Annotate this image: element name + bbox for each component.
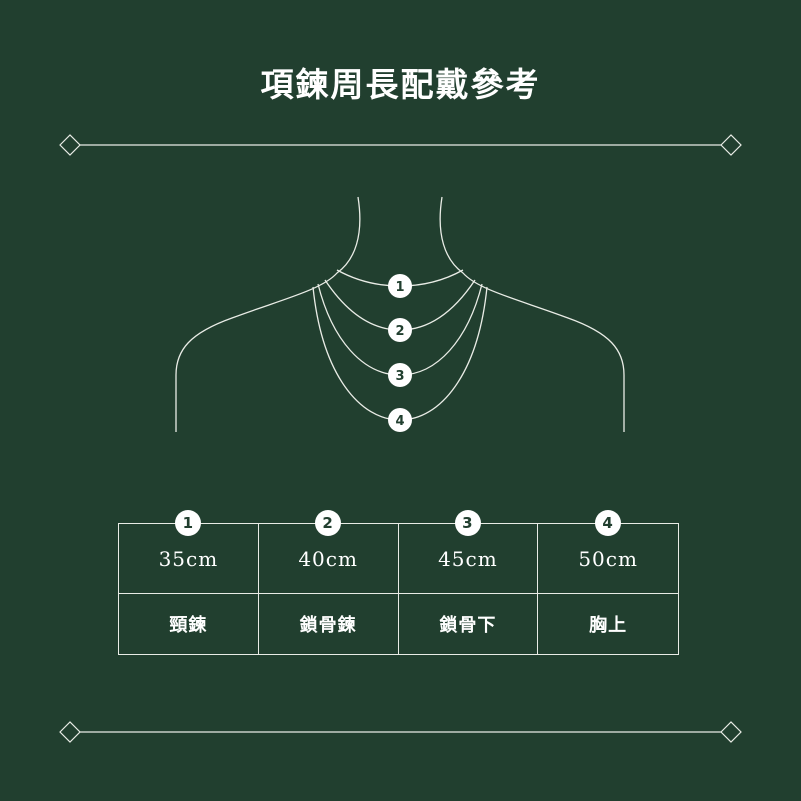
diamond-left-icon — [59, 721, 81, 743]
size-cell-name-3: 鎖骨下 — [399, 594, 539, 654]
number-badge: 3 — [454, 510, 481, 536]
size-cell-name-2: 鎖骨鍊 — [259, 594, 399, 654]
marker-1: 1 — [388, 274, 412, 298]
page-title: 項鍊周長配戴參考 — [260, 65, 541, 104]
size-cell-length-3: 3 45cm — [398, 510, 539, 594]
style-name-label: 鎖骨鍊 — [299, 615, 357, 636]
size-cell-length-1: 1 35cm — [119, 510, 259, 594]
diamond-right-icon — [720, 721, 742, 743]
bottom-divider — [59, 721, 742, 743]
neck-shoulder-left-outline — [175, 196, 361, 432]
style-name-label: 鎖骨下 — [439, 615, 497, 636]
svg-text:2: 2 — [395, 324, 404, 339]
length-label: 50cm — [578, 546, 638, 571]
svg-text:1: 1 — [395, 280, 404, 295]
number-badge: 1 — [175, 510, 202, 536]
size-cell-name-1: 頸鍊 — [119, 594, 259, 654]
number-badge: 2 — [315, 510, 342, 536]
diamond-right-icon — [720, 134, 742, 156]
length-label: 35cm — [158, 546, 219, 571]
length-label: 40cm — [298, 546, 358, 571]
size-cell-name-4: 胸上 — [538, 594, 678, 654]
necklace-chain-4 — [312, 286, 488, 421]
size-cell-length-2: 2 40cm — [258, 510, 399, 594]
marker-4: 4 — [388, 408, 412, 432]
length-label: 45cm — [438, 546, 498, 571]
size-cell-length-4: 4 50cm — [538, 510, 678, 594]
number-badge: 4 — [595, 510, 622, 536]
style-name-label: 頸鍊 — [169, 615, 208, 636]
top-divider — [59, 134, 742, 156]
neck-shoulder-right-outline — [439, 196, 625, 432]
marker-2: 2 — [388, 318, 412, 342]
size-table: 1 35cm 2 40cm 3 45cm 4 50cm 頸鍊 鎖骨鍊 鎖骨下 胸… — [118, 510, 679, 655]
marker-3: 3 — [388, 363, 412, 387]
svg-text:3: 3 — [395, 369, 404, 384]
svg-text:4: 4 — [395, 414, 404, 429]
style-name-label: 胸上 — [589, 615, 628, 636]
